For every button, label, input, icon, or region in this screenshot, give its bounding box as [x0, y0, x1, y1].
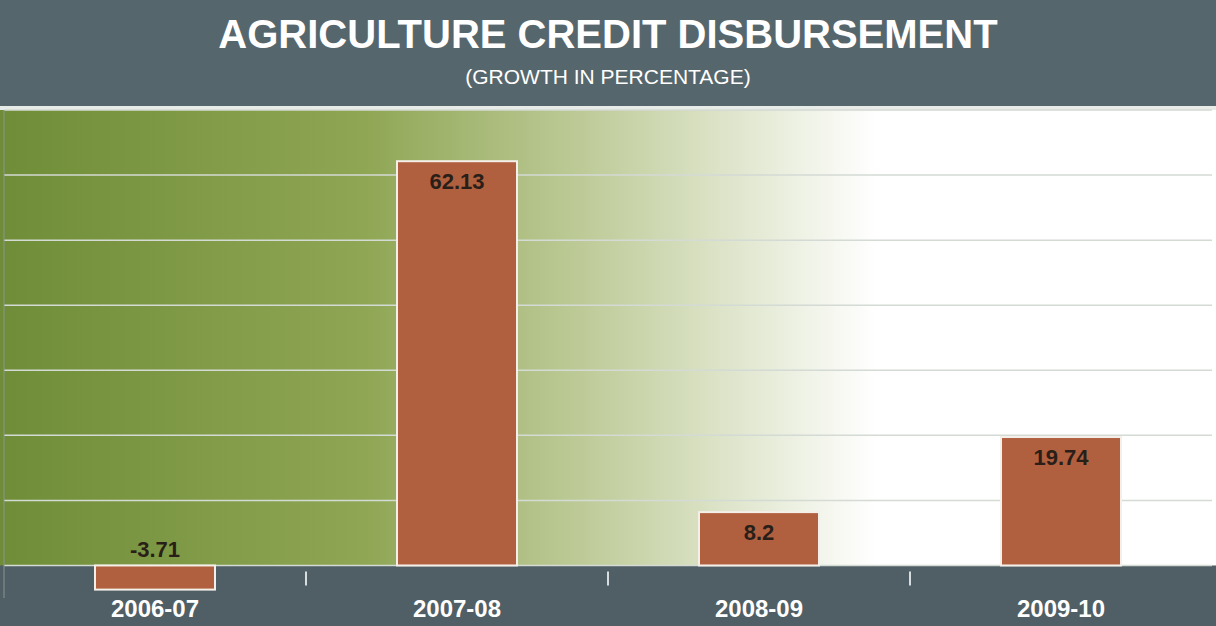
category-label: 2007-08 [413, 595, 501, 622]
data-label: -3.71 [130, 537, 180, 562]
category-label: 2006-07 [111, 595, 199, 622]
bar [1001, 437, 1121, 565]
data-label: 19.74 [1033, 445, 1089, 470]
grid-line [4, 304, 1212, 306]
header-rule [0, 106, 1216, 110]
grid-line [4, 435, 1212, 437]
background [0, 0, 1216, 626]
category-band [0, 565, 1216, 626]
bar [397, 161, 517, 565]
subtitle: (GROWTH IN PERCENTAGE) [465, 65, 750, 88]
grid-line [4, 370, 1212, 372]
band-separator [607, 571, 609, 585]
header [0, 0, 1216, 110]
grid-line [4, 239, 1212, 241]
bar [95, 565, 215, 589]
data-label: 62.13 [429, 169, 484, 194]
band-separator [305, 571, 307, 585]
category-label: 2008-09 [715, 595, 803, 622]
grid-line [4, 109, 1212, 111]
bar [699, 512, 819, 565]
title: AGRICULTURE CREDIT DISBURSEMENT [218, 12, 997, 56]
band-separator [909, 571, 911, 585]
chart: AGRICULTURE CREDIT DISBURSEMENT (GROWTH I… [0, 0, 1216, 626]
data-label: 8.2 [744, 520, 775, 545]
y-axis [4, 110, 5, 598]
category-label: 2009-10 [1017, 595, 1105, 622]
grid-line [4, 174, 1212, 176]
